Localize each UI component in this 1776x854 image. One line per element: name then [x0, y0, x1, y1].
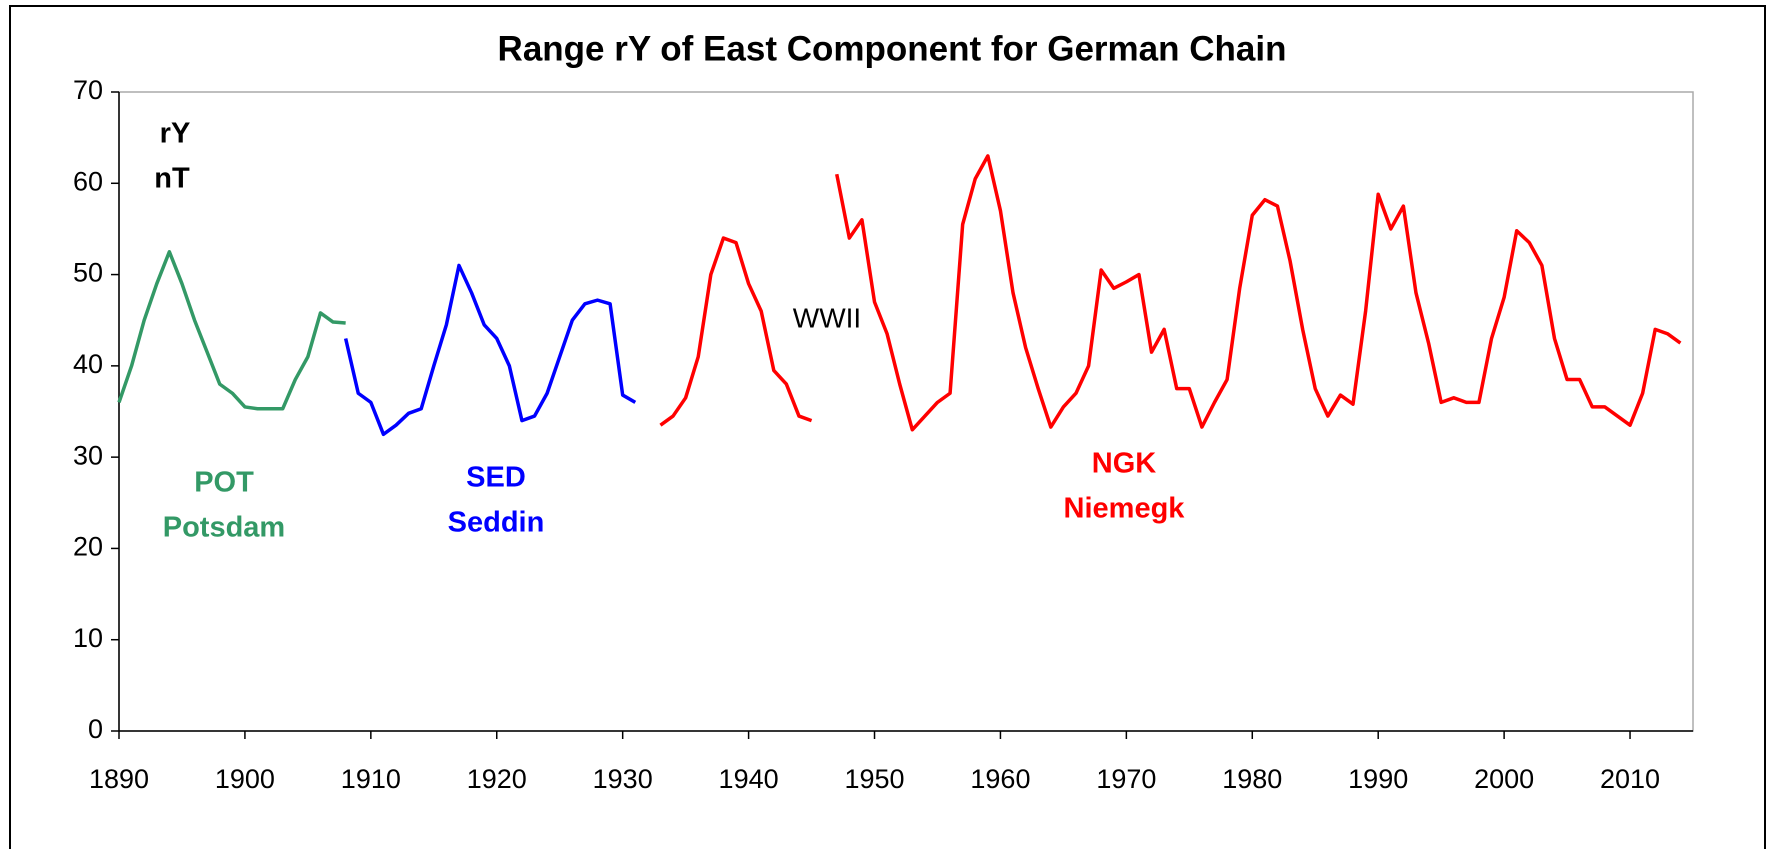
series-line: [117, 250, 346, 411]
x-tick-label: 1940: [719, 764, 779, 794]
series-label: Seddin: [448, 507, 545, 539]
x-tick-label: 1950: [844, 764, 904, 794]
series-line: [659, 236, 813, 427]
x-tick-label: 1890: [89, 764, 149, 794]
x-tick-label: 2010: [1600, 764, 1660, 794]
axis-unit: rY: [160, 118, 191, 150]
series-label: SED: [466, 462, 526, 494]
y-tick-label: 70: [73, 75, 103, 105]
x-tick-label: 1920: [467, 764, 527, 794]
series-label: POT: [194, 467, 254, 499]
y-tick-label: 30: [73, 440, 103, 470]
axis-unit: nT: [154, 163, 190, 195]
series-label: Potsdam: [163, 512, 285, 544]
y-tick-label: 20: [73, 532, 103, 562]
chart-title: Range rY of East Component for German Ch…: [498, 29, 1287, 68]
series-line: [835, 154, 1682, 432]
x-tick-label: 1930: [593, 764, 653, 794]
x-tick-label: 1900: [215, 764, 275, 794]
x-tick-label: 1970: [1096, 764, 1156, 794]
y-tick-label: 10: [73, 623, 103, 653]
x-tick-label: 1980: [1222, 764, 1282, 794]
x-tick-label: 1960: [970, 764, 1030, 794]
annotation: WWII: [793, 302, 861, 333]
chart-frame: [9, 5, 1766, 854]
series-label: NGK: [1092, 448, 1157, 480]
x-tick-label: 1990: [1348, 764, 1408, 794]
series-line: [343, 263, 637, 437]
series-label: Niemegk: [1064, 493, 1186, 525]
y-tick-label: 0: [88, 714, 103, 744]
x-tick-label: 1910: [341, 764, 401, 794]
x-tick-label: 2000: [1474, 764, 1534, 794]
y-tick-label: 40: [73, 349, 103, 379]
y-tick-label: 60: [73, 166, 103, 196]
y-tick-label: 50: [73, 258, 103, 288]
